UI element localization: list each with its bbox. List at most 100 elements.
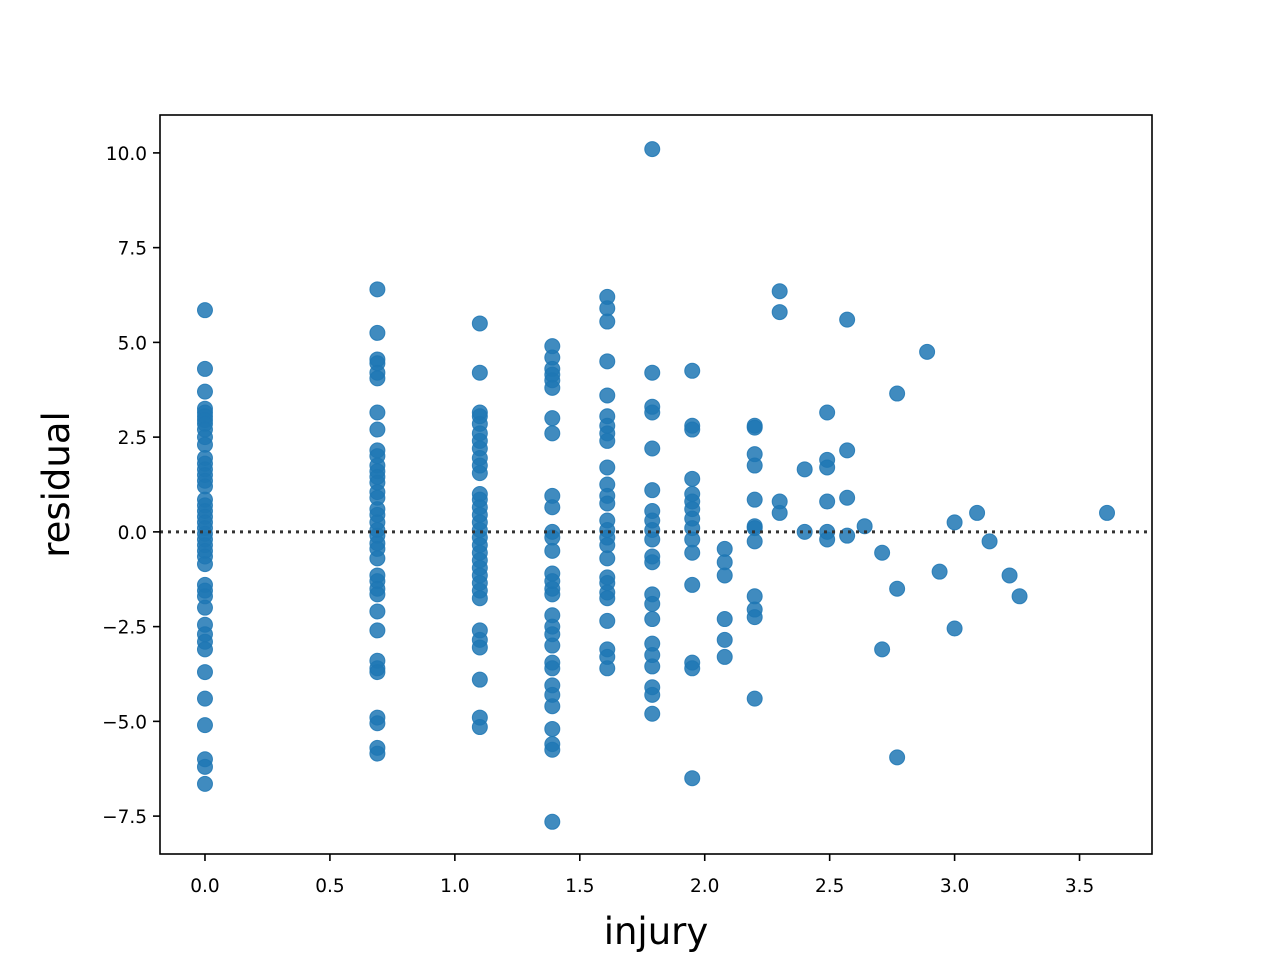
data-point: [716, 567, 733, 584]
data-point: [599, 432, 616, 449]
data-point: [644, 531, 661, 548]
x-tick-label: 3.0: [940, 876, 969, 897]
data-point: [644, 404, 661, 421]
data-point: [644, 141, 661, 158]
y-tick-label: 7.5: [118, 239, 147, 260]
data-point: [599, 313, 616, 330]
data-point: [684, 576, 701, 593]
data-point: [369, 586, 386, 603]
data-point: [599, 590, 616, 607]
data-point: [544, 379, 561, 396]
y-tick-label: 2.5: [118, 428, 147, 449]
data-point: [471, 719, 488, 736]
data-point: [544, 499, 561, 516]
data-point: [969, 504, 986, 521]
data-point: [771, 504, 788, 521]
data-point: [644, 364, 661, 381]
data-point: [599, 387, 616, 404]
y-tick-label: −7.5: [102, 807, 147, 828]
data-point: [716, 611, 733, 628]
y-tick-label: 0.0: [118, 523, 147, 544]
data-point: [746, 588, 763, 605]
data-point: [889, 749, 906, 766]
data-point: [196, 599, 213, 616]
data-point: [684, 660, 701, 677]
x-axis-label: injury: [604, 910, 709, 953]
data-point: [196, 690, 213, 707]
data-point: [369, 622, 386, 639]
data-point: [889, 580, 906, 597]
data-point: [196, 383, 213, 400]
data-point: [196, 758, 213, 775]
data-point: [1099, 504, 1116, 521]
data-point: [874, 544, 891, 561]
data-point: [544, 425, 561, 442]
y-tick-label: −2.5: [102, 618, 147, 639]
data-point: [1001, 567, 1018, 584]
data-point: [369, 603, 386, 620]
y-axis-label: residual: [35, 411, 78, 558]
data-point: [544, 586, 561, 603]
data-point: [746, 609, 763, 626]
data-point: [196, 556, 213, 573]
data-point: [746, 533, 763, 550]
data-point: [644, 705, 661, 722]
data-point: [919, 343, 936, 360]
data-point: [369, 281, 386, 298]
plot-frame: [159, 114, 1153, 855]
x-axis: 0.0 0.5 1.0 1.5 2.0 2.5 3.0 3.5: [190, 854, 1094, 897]
data-point: [196, 664, 213, 681]
data-point: [819, 459, 836, 476]
x-tick-label: 0.0: [190, 876, 219, 897]
data-point: [644, 611, 661, 628]
data-point: [684, 531, 701, 548]
data-point: [369, 715, 386, 732]
y-tick-label: −5.0: [102, 712, 147, 733]
data-point: [839, 311, 856, 328]
data-point: [716, 631, 733, 648]
y-axis: −7.5 −5.0 −2.5 0.0 2.5 5.0 7.5 10.0: [102, 144, 160, 828]
data-point: [644, 440, 661, 457]
data-point: [716, 540, 733, 557]
data-point: [644, 686, 661, 703]
data-point: [369, 404, 386, 421]
data-point: [796, 461, 813, 478]
data-point: [471, 590, 488, 607]
data-point: [599, 550, 616, 567]
data-point: [471, 465, 488, 482]
data-point: [946, 620, 963, 637]
data-point: [196, 360, 213, 377]
data-point: [746, 419, 763, 436]
data-point: [856, 518, 873, 535]
data-point: [796, 523, 813, 540]
data-point: [746, 457, 763, 474]
data-point: [874, 641, 891, 658]
data-point: [599, 300, 616, 317]
data-point: [544, 720, 561, 737]
data-point: [369, 550, 386, 567]
data-point: [544, 637, 561, 654]
data-point: [839, 442, 856, 459]
data-point: [644, 554, 661, 571]
x-tick-label: 0.5: [315, 876, 344, 897]
data-point: [544, 660, 561, 677]
data-point: [599, 495, 616, 512]
data-point: [716, 554, 733, 571]
points-layer: [196, 141, 1116, 830]
data-point: [684, 421, 701, 438]
data-point: [471, 671, 488, 688]
data-point: [644, 658, 661, 675]
data-point: [839, 489, 856, 506]
x-tick-label: 1.0: [440, 876, 469, 897]
data-point: [684, 544, 701, 561]
data-point: [819, 404, 836, 421]
data-point: [819, 531, 836, 548]
data-point: [746, 690, 763, 707]
data-point: [684, 770, 701, 787]
data-point: [544, 542, 561, 559]
data-point: [196, 775, 213, 792]
data-point: [369, 745, 386, 762]
data-point: [369, 421, 386, 438]
y-tick-label: 10.0: [106, 144, 147, 165]
